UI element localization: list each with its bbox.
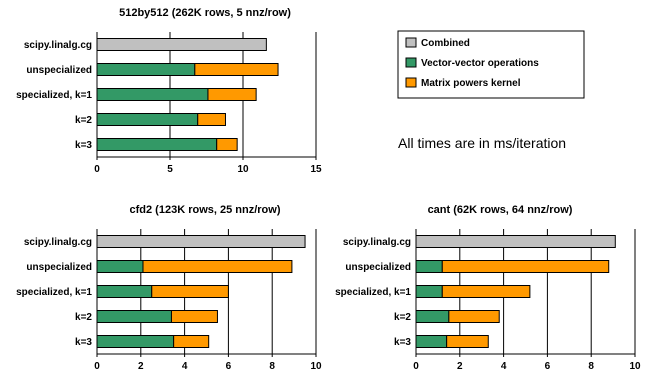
units-note: All times are in ms/iteration — [398, 135, 566, 151]
bar-segment — [96, 260, 144, 273]
category-label: scipy.linalg.cg — [24, 237, 92, 248]
x-tick-label: 0 — [94, 164, 100, 175]
bar-segment — [216, 138, 238, 151]
category-label: unspecialized — [26, 262, 92, 273]
legend-label-matrix-powers: Matrix powers kernel — [421, 78, 521, 89]
x-tick-label: 6 — [545, 361, 551, 369]
bar-segment — [142, 260, 293, 273]
chart-title: 512by512 (262K rows, 5 nnz/row) — [119, 7, 291, 19]
category-label: scipy.linalg.cg — [24, 40, 92, 51]
x-tick-label: 8 — [588, 361, 594, 369]
legend-swatch-vector-vector — [405, 57, 417, 68]
category-label: k=2 — [394, 312, 411, 323]
bar-segment — [173, 335, 210, 348]
legend-label-combined: Combined — [421, 38, 470, 49]
bar-segment — [96, 138, 218, 151]
bar-segment — [415, 285, 443, 298]
category-label: k=3 — [75, 140, 92, 151]
x-tick-label: 4 — [182, 361, 188, 369]
category-label: specialized, k=1 — [16, 90, 92, 101]
category-label: k=2 — [75, 312, 92, 323]
bar-segment — [96, 88, 209, 101]
x-tick-label: 10 — [237, 164, 249, 175]
bar-segment — [415, 335, 448, 348]
x-tick-label: 5 — [167, 164, 173, 175]
x-tick-label: 4 — [501, 361, 507, 369]
bar-segment — [448, 310, 500, 323]
bar-segment — [415, 310, 450, 323]
category-label: k=3 — [394, 337, 411, 348]
category-label: k=2 — [75, 115, 92, 126]
bar-segment — [207, 88, 257, 101]
bar-segment — [446, 335, 489, 348]
category-label: unspecialized — [345, 262, 411, 273]
category-label: specialized, k=1 — [335, 287, 411, 298]
category-label: unspecialized — [26, 65, 92, 76]
bar-segment — [96, 113, 199, 126]
bar-segment — [441, 285, 531, 298]
x-tick-label: 10 — [629, 361, 641, 369]
bar-segment — [151, 285, 229, 298]
chart-cant: cant (62K rows, 64 nnz/row) scipy.linalg.… — [335, 204, 641, 369]
category-label: k=3 — [75, 337, 92, 348]
bar-segment — [96, 38, 267, 51]
bar-segment — [96, 310, 172, 323]
chart-cfd2: cfd2 (123K rows, 25 nnz/row) scipy.linalg… — [16, 204, 322, 369]
bar-segment — [441, 260, 610, 273]
bar-segment — [96, 335, 175, 348]
bar-segment — [96, 285, 153, 298]
bar-segment — [96, 235, 306, 248]
category-label: specialized, k=1 — [16, 287, 92, 298]
chart-title: cfd2 (123K rows, 25 nnz/row) — [130, 204, 281, 216]
x-tick-label: 2 — [138, 361, 144, 369]
bar-segment — [170, 310, 218, 323]
legend-swatch-combined — [405, 37, 417, 48]
x-tick-label: 2 — [457, 361, 463, 369]
legend-label-vector-vector: Vector-vector operations — [421, 58, 539, 69]
bar-segment — [197, 113, 226, 126]
legend-box — [397, 30, 585, 99]
bar-segment — [415, 260, 443, 273]
category-label: scipy.linalg.cg — [343, 237, 411, 248]
bar-segment — [415, 235, 616, 248]
x-tick-label: 6 — [226, 361, 232, 369]
chart-512by512: 512by512 (262K rows, 5 nnz/row) scipy.lin… — [16, 7, 322, 175]
legend: Combined Vector-vector operations Matrix… — [397, 30, 585, 99]
x-tick-label: 8 — [269, 361, 275, 369]
bar-segment — [96, 63, 196, 76]
x-tick-label: 15 — [310, 164, 322, 175]
x-tick-label: 10 — [310, 361, 322, 369]
bar-segment — [194, 63, 279, 76]
legend-swatch-matrix-powers — [405, 77, 417, 88]
x-tick-label: 0 — [413, 361, 419, 369]
x-tick-label: 0 — [94, 361, 100, 369]
chart-title: cant (62K rows, 64 nnz/row) — [428, 204, 573, 216]
